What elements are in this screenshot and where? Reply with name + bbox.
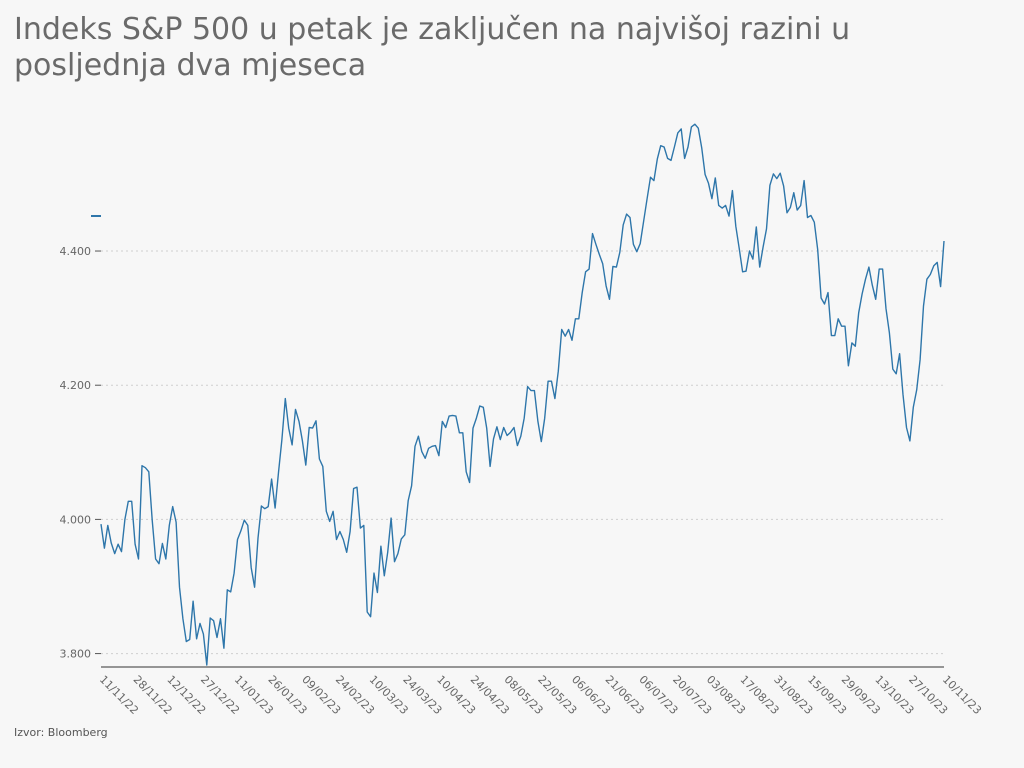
y-tick-label: 4.200 xyxy=(60,379,92,392)
grid-lines xyxy=(101,250,944,655)
x-axis: 11/11/2228/11/2212/12/2227/12/2211/01/23… xyxy=(97,673,984,717)
series-line xyxy=(100,123,945,666)
y-tick-label: 3.800 xyxy=(60,648,92,661)
series-layer xyxy=(91,123,945,666)
y-axis: 3.800 4.000 4.200 4.400 xyxy=(60,245,101,661)
y-tick-label: 4.000 xyxy=(60,513,92,526)
y-tick-label: 4.400 xyxy=(60,245,92,258)
source-note: Izvor: Bloomberg xyxy=(14,726,108,739)
chart-title: Indeks S&P 500 u petak je zaključen na n… xyxy=(14,12,851,83)
